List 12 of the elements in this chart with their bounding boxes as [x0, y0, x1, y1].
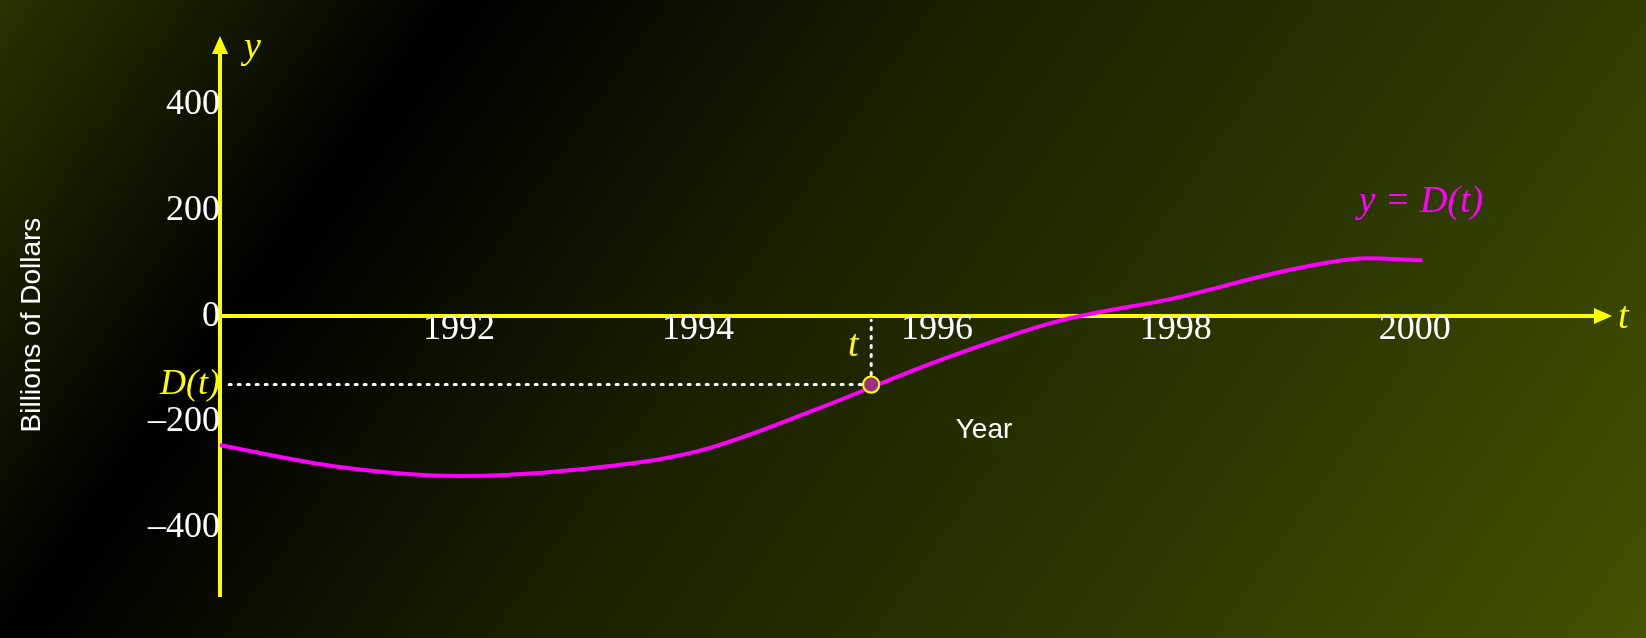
text: t — [1618, 294, 1630, 337]
annotation: y = D(t) — [1354, 178, 1484, 222]
x-tick-label: 2000 — [1378, 307, 1451, 348]
x-tick-label: 1998 — [1139, 307, 1212, 348]
y-axis-title: Billions of Dollars — [14, 217, 46, 433]
x-tick-label: 1994 — [661, 307, 734, 348]
annotation: y — [240, 23, 261, 66]
y-tick-label: D(t) — [159, 361, 220, 402]
annotation: t — [847, 322, 860, 365]
x-tick-label: 1992 — [422, 307, 495, 348]
x-axis-title: Year — [955, 412, 1013, 444]
x-tick-label: 1996 — [900, 307, 973, 348]
